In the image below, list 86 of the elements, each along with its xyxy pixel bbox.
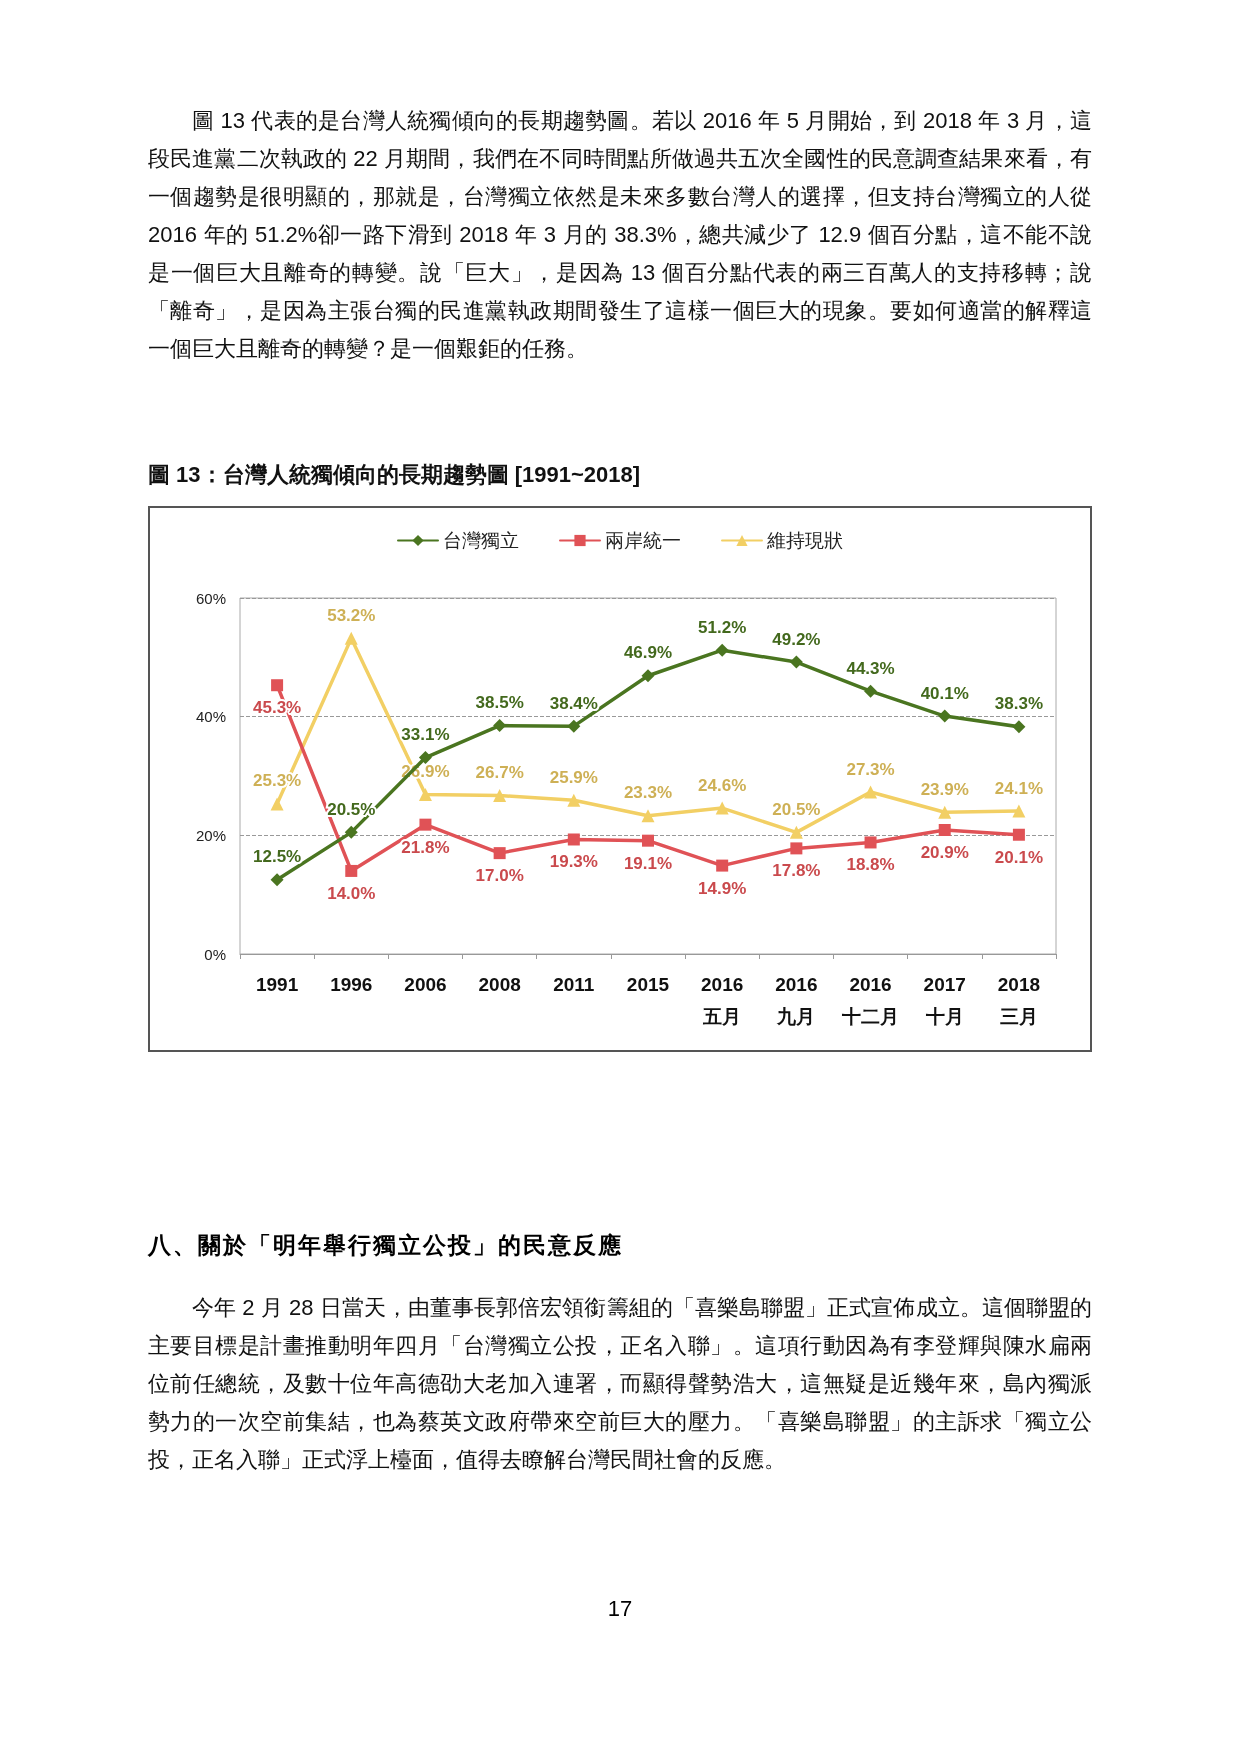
data-label: 38.4%	[549, 693, 598, 713]
legend-label: 兩岸統一	[605, 530, 681, 551]
x-tick-label: 2011	[553, 973, 595, 995]
data-label: 46.9%	[623, 643, 673, 663]
point	[418, 787, 432, 801]
point	[716, 859, 729, 872]
x-tick-label: 2008	[478, 973, 521, 995]
y-tick-label: 60%	[195, 589, 226, 607]
data-label: 38.3%	[994, 694, 1044, 714]
x-tick-label: 2015	[626, 973, 670, 995]
data-label: 14.0%	[327, 883, 376, 903]
data-label: 17.8%	[772, 861, 821, 881]
point	[567, 793, 581, 807]
data-label: 49.2%	[772, 629, 821, 649]
data-label: 20.5%	[327, 799, 376, 819]
x-tick-label: 2016 五月	[701, 973, 744, 1027]
point	[1012, 828, 1025, 841]
x-tick-label: 2006	[404, 973, 447, 995]
data-label: 40.1%	[920, 683, 969, 703]
data-label: 44.3%	[846, 658, 895, 678]
point	[270, 873, 284, 887]
point	[270, 797, 284, 811]
data-label: 21.8%	[401, 837, 450, 857]
point	[344, 631, 358, 645]
point	[1012, 720, 1026, 734]
data-label: 19.1%	[623, 853, 673, 873]
data-label: 20.5%	[772, 799, 821, 819]
data-label: 23.3%	[623, 783, 673, 803]
data-label: 38.5%	[475, 693, 524, 713]
data-label: 24.6%	[698, 775, 747, 795]
point	[864, 836, 877, 849]
point	[790, 842, 803, 855]
point	[419, 818, 432, 831]
data-label: 12.5%	[252, 847, 302, 867]
data-label: 20.9%	[920, 842, 969, 862]
data-label: 23.9%	[920, 779, 969, 799]
x-tick-label: 2018 三月	[997, 973, 1041, 1027]
point	[938, 823, 951, 836]
data-label: 19.3%	[549, 852, 598, 872]
data-label: 14.9%	[698, 878, 747, 898]
point	[493, 719, 507, 733]
point	[641, 809, 655, 823]
data-label: 17.0%	[475, 866, 524, 886]
data-label: 51.2%	[698, 617, 747, 637]
data-label: 27.3%	[846, 759, 895, 779]
point	[1012, 804, 1026, 818]
point	[567, 719, 581, 733]
point	[271, 679, 284, 692]
data-label: 24.1%	[994, 778, 1044, 798]
data-label: 26.7%	[475, 763, 524, 783]
point	[345, 864, 358, 877]
x-tick-label: 1996	[330, 973, 373, 995]
x-tick-label: 2016 九月	[775, 973, 818, 1027]
data-label: 25.9%	[549, 767, 598, 787]
y-tick-label: 0%	[204, 945, 226, 963]
y-tick-label: 20%	[195, 826, 226, 844]
x-tick-label: 1991	[255, 973, 299, 995]
point	[418, 751, 432, 765]
x-tick-label: 2017 十月	[923, 973, 966, 1027]
point	[864, 785, 878, 799]
point	[567, 833, 580, 846]
point	[938, 709, 952, 723]
point	[344, 825, 358, 839]
point	[493, 789, 507, 803]
point	[789, 825, 803, 839]
point	[715, 801, 729, 815]
point	[715, 643, 729, 657]
text: 今年 2 月 28 日當天，由董事長郭倍宏領銜籌組的「喜樂島聯盟」正式宣佈成立。這個聯盟的主要目標是計畫推動明年四月「台灣獨立公投，正名入聯」。這項行動因為有李登輝與陳水扁兩位前任總統，及數十位年高德劭大老加入連署，而顯得聲勢浩大，這無疑是近幾年來，島內獨派勢力的一次空前集結，也為蔡英文政府帶來空前巨大的壓力。「喜樂島聯盟」的主訴求「獨立公投，正名入聯」正式浮上檯面，值得去瞭解台灣民間社會的反應。	[148, 1294, 1092, 1474]
data-label: 18.8%	[846, 855, 895, 875]
legend-label: 維持現狀	[766, 530, 843, 551]
data-label: 20.1%	[994, 847, 1044, 867]
caption: 圖 13 代表的是台灣人統獨傾向的長期趨勢圖。若以 2016 年 5 月開始，到 2018 年 3 月，這段民進黨二次執政的 22 月期間，我們在不同時間點所做過共五次全國性的民意調查結果來看，有一個趨勢是很明顯的，那就是，台灣獨立依然是未來多數台灣人的選擇，但支持台灣獨立的人從 2016 年的 51.2%卻一路下滑到 2018 年 3 月的 38.3%，總共減少了 12.9 個百分點，這不能不說是一個巨大且離奇的轉變。說「巨大」，是因為 13 個百分點代表的兩三百萬人的支持移轉；說「離奇」，是因為主張台獨的民進黨執政期間發生了這樣一個巨大的現象。要如何適當的解釋這一個巨大且離奇的轉變？是一個艱鉅的任務。	[148, 107, 1092, 363]
point	[641, 669, 655, 683]
chart-title: 圖 13：台灣人統獨傾向的長期趨勢圖 [1991~2018]	[148, 461, 642, 489]
point	[789, 655, 803, 669]
legend-label: 台灣獨立	[443, 530, 519, 551]
text: 八、關於「明年舉行獨立公投」的民意反應	[148, 1230, 624, 1260]
text: 17	[606, 1596, 634, 1622]
point	[864, 684, 878, 698]
y-tick-label: 40%	[195, 708, 226, 726]
point	[938, 805, 952, 819]
data-label: 33.1%	[401, 725, 450, 745]
point	[642, 834, 654, 847]
point	[493, 847, 506, 860]
x-tick-label: 2016 十二月	[841, 973, 900, 1027]
data-label: 53.2%	[327, 605, 376, 625]
